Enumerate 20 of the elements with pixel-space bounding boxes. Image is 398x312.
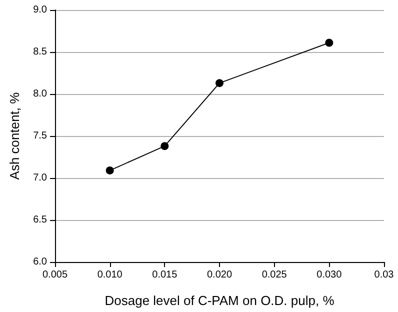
y-tick-label: 8.5: [33, 46, 48, 58]
x-tick-label: 0.005: [42, 270, 68, 280]
y-tick-label: 7.5: [33, 130, 48, 142]
point: [106, 166, 114, 174]
x-tick-label: 0.025: [262, 270, 288, 280]
x-tick-label: 0.010: [97, 270, 123, 280]
x-tick-label: 0.015: [152, 270, 178, 280]
y-tick-label: 8.0: [33, 88, 48, 100]
x-tick-label: 0.020: [206, 270, 232, 280]
y-tick-label: 9.0: [33, 4, 48, 16]
x-tick-label: 0.030: [316, 270, 342, 280]
point: [216, 79, 224, 88]
y-axis-title: Ash content, %: [7, 92, 22, 180]
y-tick-label: 6.0: [33, 256, 48, 268]
point: [325, 38, 334, 47]
y-tick-label: 7.0: [33, 172, 48, 184]
point: [160, 142, 169, 150]
y-tick-label: 6.5: [33, 214, 48, 226]
x-tick-label: 0.03: [374, 270, 394, 280]
x-axis-title: Dosage level of C-PAM on O.D. pulp, %: [104, 293, 335, 308]
